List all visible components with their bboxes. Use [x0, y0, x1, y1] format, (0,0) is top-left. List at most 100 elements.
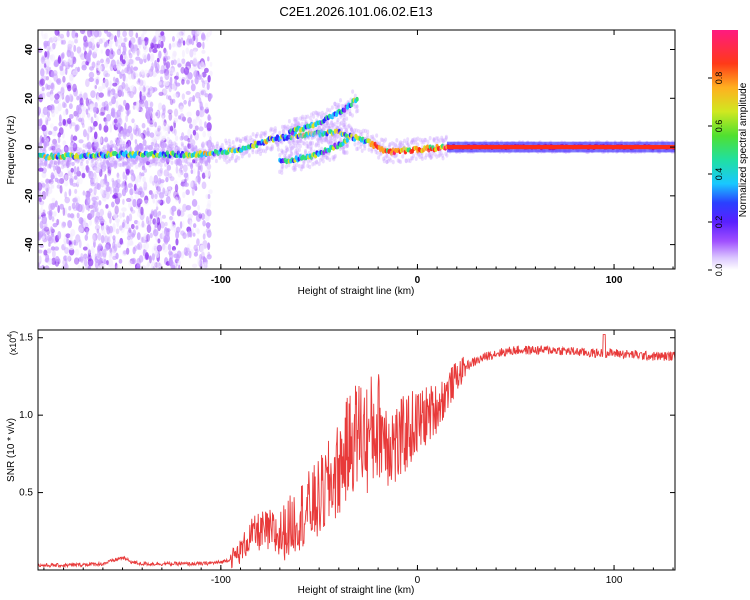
spectrogram-noise-cell [130, 223, 135, 230]
spectrogram-noise-cell [179, 113, 185, 121]
spectrogram-halo [350, 130, 354, 135]
spectrogram-noise-cell [122, 73, 126, 82]
spectrogram-noise-cell [40, 56, 46, 64]
spectrogram-halo [330, 105, 334, 110]
spectrogram-halo [154, 160, 158, 165]
spectrogram-noise-cell [113, 118, 118, 124]
spectrogram-noise-cell [165, 61, 171, 69]
spectrogram-noise-cell [153, 243, 158, 249]
spectrogram-noise-cell [121, 207, 127, 212]
spectrogram-noise-cell [111, 201, 115, 208]
spectrogram-halo [396, 158, 400, 163]
spectrogram-noise-cell [81, 64, 87, 71]
spectrogram-noise-cell [197, 161, 201, 171]
spectrogram-noise-cell [201, 71, 207, 78]
spectrogram-halo [293, 167, 297, 172]
spectrogram-noise-cell [189, 48, 194, 58]
spectrogram-noise-cell [145, 216, 150, 225]
spectrogram-noise-cell [145, 161, 151, 166]
spectrogram-halo [177, 161, 181, 166]
spectrogram-noise-cell [127, 183, 133, 189]
spectrogram-halo [206, 158, 210, 163]
spectrogram-noise-cell [145, 252, 149, 260]
spectrogram-halo [81, 149, 85, 154]
spectrogram-halo [294, 120, 298, 125]
spectrogram-halo [306, 144, 310, 150]
spectrogram-noise-cell [192, 58, 198, 67]
spectrogram-noise-cell [167, 109, 173, 115]
spectrogram-halo [410, 140, 414, 145]
spectrogram-noise-cell [112, 222, 116, 232]
spectrogram-noise-cell [121, 91, 124, 97]
spectrogram-halo [38, 158, 41, 163]
spectrogram-noise-cell [68, 103, 73, 110]
spectrogram-halo [114, 160, 118, 165]
spectrogram-noise-cell [191, 145, 195, 152]
spectrogram-noise-cell [67, 219, 73, 229]
spectrogram-noise-cell [173, 190, 179, 199]
spectrogram-halo [315, 137, 319, 142]
spectrogram-halo [427, 153, 431, 158]
spectrogram-noise-cell [108, 33, 114, 40]
spectrogram-halo [346, 143, 350, 148]
spectrogram-noise-cell [209, 61, 213, 67]
spectrogram-halo [342, 122, 346, 128]
spectrogram-noise-cell [201, 49, 206, 54]
colorbar-gradient [712, 30, 738, 270]
spectrogram-halo [291, 138, 295, 143]
spectrogram-noise-cell [140, 133, 144, 139]
spectrogram-noise-cell [54, 106, 59, 115]
spectrogram-halo [293, 143, 297, 149]
spectrogram-halo [124, 143, 128, 149]
spectrogram-noise-cell [206, 82, 210, 91]
spectrogram-halo [262, 131, 266, 136]
spectrogram-halo [315, 110, 319, 116]
spectrogram-halo [343, 150, 347, 156]
spectrogram-noise-cell [87, 125, 91, 135]
spectrogram-halo [428, 135, 432, 141]
spectrogram-noise-cell [148, 68, 154, 78]
spectrogram-noise-cell [93, 112, 97, 118]
spectrogram-noise-cell [40, 201, 44, 207]
spectrogram-halo [319, 158, 323, 163]
snr-multiplier-base: (x10 [8, 338, 18, 356]
spectrogram-halo [364, 128, 368, 134]
spectrogram-noise-cell [141, 243, 147, 250]
spectrogram-halo [325, 135, 329, 141]
spectrogram-noise-cell [70, 122, 76, 127]
spectrogram-noise-cell [48, 178, 54, 185]
spectrogram-halo [342, 150, 346, 155]
spectrogram-halo [320, 110, 324, 116]
spectrogram-halo [64, 147, 68, 152]
spectrogram-halo [248, 138, 252, 143]
spectrogram-halo [50, 143, 54, 149]
spectrogram-noise-cell [169, 76, 173, 85]
spectrogram-halo [195, 162, 199, 167]
spectrogram-noise-cell [91, 251, 95, 260]
spectrogram-halo [328, 108, 332, 113]
spectrogram-halo [355, 104, 359, 109]
spectrogram-halo [412, 153, 416, 159]
spectrogram-halo [300, 132, 304, 138]
spectrogram-noise-cell [105, 104, 109, 112]
spectrogram-halo [297, 140, 301, 146]
spectrogram-noise-cell [173, 180, 178, 185]
spectrogram-noise-cell [46, 44, 51, 51]
spectrogram-halo [129, 157, 133, 162]
spectrogram-halo [287, 162, 291, 168]
spectrogram-halo [309, 148, 313, 153]
spectrogram-noise-cell [164, 81, 170, 87]
spectrogram-noise-cell [43, 226, 50, 232]
spectrogram-halo [284, 145, 288, 150]
spectrogram-halo [333, 138, 337, 144]
spectrogram-ytick-label: 0 [24, 144, 35, 150]
spectrogram-noise-cell [103, 259, 107, 265]
spectrogram-noise-cell [52, 35, 57, 42]
spectrogram-noise-cell [149, 53, 154, 63]
spectrogram-halo [235, 136, 239, 142]
spectrogram-noise-cell [59, 65, 64, 72]
spectrogram-halo [309, 127, 313, 132]
spectrogram-noise-cell [114, 218, 121, 223]
spectrogram-halo [283, 125, 287, 131]
spectrogram-noise-cell [175, 71, 179, 79]
